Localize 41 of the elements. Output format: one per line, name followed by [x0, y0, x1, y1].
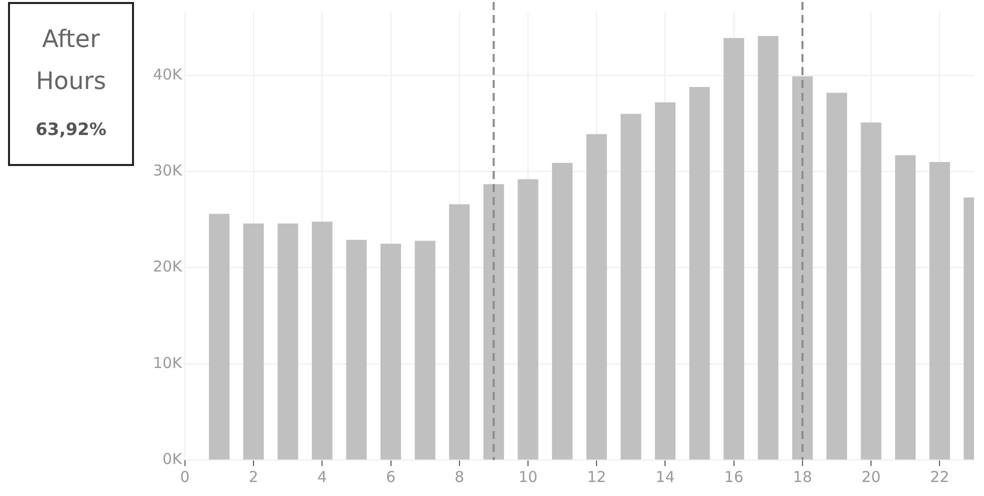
y-tick-label: 40K: [152, 65, 184, 84]
bar: [346, 240, 367, 460]
text: 63,92%: [34, 120, 108, 140]
x-tick-label: 2: [248, 468, 258, 486]
bar: [449, 204, 470, 460]
bar: [483, 184, 504, 460]
x-tick-label: 14: [656, 468, 675, 486]
bar: [654, 102, 676, 460]
x-tick-label: 18: [792, 468, 812, 486]
bar: [312, 222, 332, 460]
bar: [586, 134, 607, 460]
bar: [518, 179, 538, 460]
bar: [243, 224, 264, 460]
bar: [620, 114, 642, 460]
x-tick-label: 6: [386, 468, 396, 486]
x-tick-label: 16: [724, 468, 744, 486]
bar: [895, 155, 916, 460]
x-tick-label: 20: [862, 468, 881, 486]
x-tick-label: 4: [317, 468, 327, 486]
bar: [552, 162, 573, 460]
bar: [860, 122, 882, 460]
bar: [414, 240, 436, 460]
y-tick-label: 20K: [152, 258, 184, 276]
x-tick-label: 0: [180, 468, 190, 486]
bar: [929, 162, 950, 460]
y-tick-label: 30K: [152, 161, 184, 180]
bar: [724, 38, 744, 460]
x-tick-label: 12: [587, 468, 606, 486]
bar: [278, 224, 298, 460]
x-tick-label: 10: [518, 468, 538, 486]
y-tick-label: 0K: [162, 450, 184, 468]
bar: [826, 92, 848, 460]
x-tick-label: 22: [930, 468, 950, 486]
bar: [792, 76, 813, 460]
y-tick-label: 10K: [152, 354, 184, 372]
text: After Hours: [34, 24, 108, 97]
bar: [380, 244, 402, 460]
bar: [208, 214, 230, 460]
bar: [689, 86, 710, 460]
bar: [758, 36, 778, 460]
x-tick-label: 8: [454, 468, 464, 486]
